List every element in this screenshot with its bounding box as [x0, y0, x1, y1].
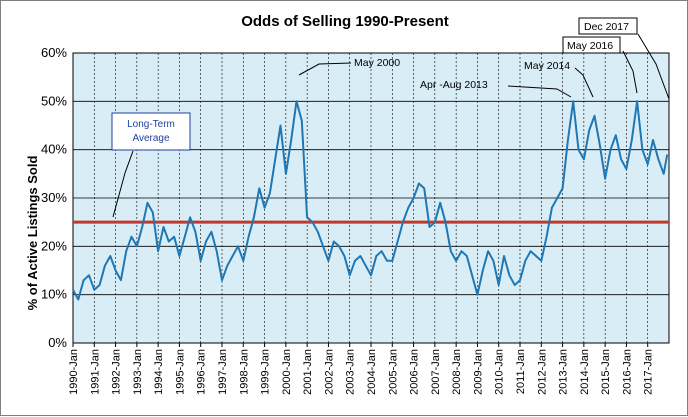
annotation-box-may-2016 [562, 36, 621, 54]
x-tick-label: 2009-Jan [472, 349, 484, 395]
annotation-leader-line [507, 85, 572, 98]
y-tick-label: 0% [48, 335, 67, 350]
x-tick-label: 1999-Jan [260, 349, 272, 395]
annotation-box-dec-2017 [578, 17, 638, 35]
x-tick-label: 1991-Jan [89, 349, 101, 395]
x-tick-label: 2010-Jan [494, 349, 506, 395]
y-tick-label: 40% [41, 142, 67, 157]
x-tick-label: 1995-Jan [174, 349, 186, 395]
x-tick-label: 1990-Jan [68, 349, 80, 395]
x-tick-label: 2005-Jan [387, 349, 399, 395]
annotations: May 2000 Apr -Aug 2013 May 2014 May 2016… [111, 17, 670, 218]
x-tick-label: 2002-Jan [323, 349, 335, 395]
x-tick-label: 2017-Jan [643, 349, 655, 395]
x-tick-label: 2006-Jan [409, 349, 421, 395]
annotation-leader-line [637, 33, 670, 100]
x-tick-label: 2014-Jan [579, 349, 591, 395]
annotation-box-long-term-average [111, 112, 191, 151]
annotation-long-term-line1: Long-Term [127, 119, 175, 130]
x-tick-label: 1992-Jan [111, 349, 123, 395]
annotation-may-2000: May 2000 [354, 57, 400, 69]
x-tick-label: 2011-Jan [515, 349, 527, 394]
annotation-leader-line [622, 50, 638, 94]
x-tick-label: 2008-Jan [451, 349, 463, 395]
y-tick-label: 30% [41, 190, 67, 205]
annotation-leader-line [574, 67, 594, 98]
x-tick-label: 2012-Jan [536, 349, 548, 395]
y-tick-label: 20% [41, 238, 67, 253]
y-axis-label: % of Active Listings Sold [25, 156, 40, 311]
annotation-leader-line [112, 150, 134, 218]
y-tick-label: 10% [41, 287, 67, 302]
x-tick-label: 1996-Jan [196, 349, 208, 395]
chart-title: Odds of Selling 1990-Present [241, 13, 449, 30]
plot-area: 0% 10% 20% 30% 40% 50% 60% 1990-Jan 1991-Jan 1992… [41, 45, 670, 395]
x-tick-label: 1998-Jan [238, 349, 250, 395]
x-tick-label: 2003-Jan [345, 349, 357, 395]
x-tick-label: 2001-Jan [302, 349, 314, 395]
x-tick-label: 2004-Jan [366, 349, 378, 395]
y-tick-label: 50% [41, 93, 67, 108]
x-tick-label: 1993-Jan [132, 349, 144, 395]
x-tick-label: 2015-Jan [600, 349, 612, 395]
x-tick-label: 2013-Jan [558, 349, 570, 395]
annotation-apr-aug-2013: Apr -Aug 2013 [420, 79, 488, 91]
x-tick-label: 2016-Jan [621, 349, 633, 395]
series-line [72, 100, 669, 301]
x-tick-label: 1997-Jan [217, 349, 229, 395]
annotation-long-term-line2: Average [132, 133, 170, 144]
annotation-may-2014: May 2014 [524, 60, 570, 72]
x-tick-label: 2000-Jan [281, 349, 293, 395]
annotation-dec-2017: Dec 2017 [584, 21, 629, 33]
x-tick-label: 1994-Jan [153, 349, 165, 395]
y-tick-label: 60% [41, 45, 67, 60]
x-tick-label: 2007-Jan [430, 349, 442, 395]
annotation-may-2016: May 2016 [567, 40, 613, 52]
annotation-leader-line [298, 62, 352, 76]
